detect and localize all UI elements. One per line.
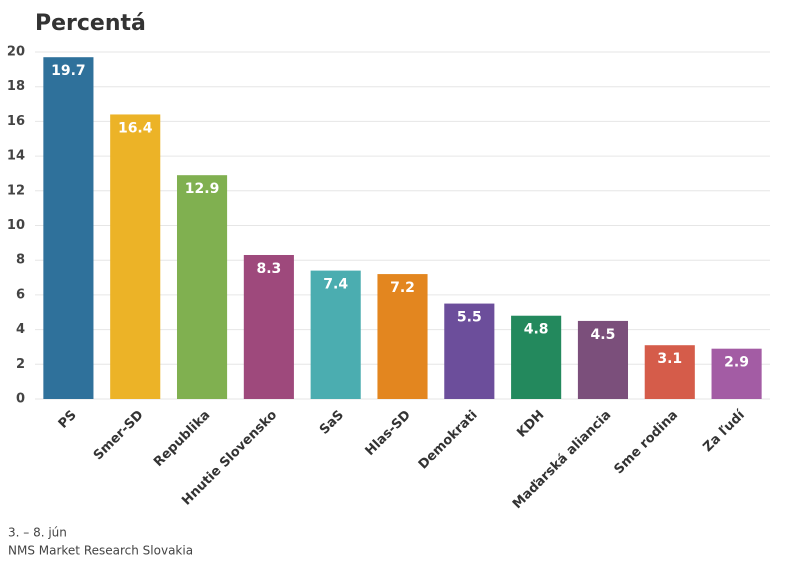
x-tick-label: PS [56, 408, 80, 432]
value-label: 16.4 [118, 120, 153, 136]
y-tick-label: 8 [16, 253, 25, 268]
value-label: 7.2 [390, 280, 415, 296]
value-label: 7.4 [323, 277, 348, 293]
note: 3. – 8. jún [8, 526, 67, 540]
x-tick-label: Za ľudí [701, 407, 749, 455]
x-tick-label: Demokrati [416, 408, 481, 473]
bar [444, 303, 495, 399]
y-tick-label: 12 [7, 183, 25, 198]
bar [577, 320, 629, 399]
y-tick-label: 4 [16, 322, 25, 337]
bar [310, 270, 361, 399]
value-label: 2.9 [724, 355, 749, 371]
x-tick-label: Sme rodina [612, 408, 682, 478]
bar [377, 274, 428, 399]
y-tick-label: 16 [7, 114, 25, 129]
value-label: 3.1 [657, 351, 682, 367]
value-label: 4.8 [524, 322, 549, 338]
y-tick-label: 14 [7, 149, 25, 164]
x-tick-label: SaS [317, 408, 347, 438]
y-tick-label: 20 [7, 45, 25, 60]
y-tick-label: 6 [16, 287, 25, 302]
bar [711, 348, 762, 399]
value-label: 5.5 [457, 310, 482, 326]
bar [644, 345, 695, 399]
bar [176, 175, 228, 399]
x-tick-label: Smer-SD [91, 408, 147, 464]
value-label: 19.7 [51, 63, 86, 79]
chart-title: Percentá [35, 11, 146, 36]
x-tick-label: Republika [151, 408, 213, 470]
value-label: 4.5 [591, 327, 616, 343]
value-label: 8.3 [256, 261, 281, 277]
x-tick-label: Hlas-SD [363, 408, 414, 459]
note: NMS Market Research Slovakia [8, 544, 193, 558]
bar [110, 114, 161, 400]
value-label: 12.9 [185, 181, 220, 197]
bar [511, 315, 562, 399]
y-tick-label: 2 [16, 357, 25, 372]
y-tick-label: 0 [16, 392, 25, 407]
y-tick-label: 18 [7, 79, 25, 94]
x-tick-label: KDH [514, 408, 547, 441]
bar [43, 57, 94, 400]
bar [243, 254, 294, 399]
y-tick-label: 10 [7, 218, 25, 233]
